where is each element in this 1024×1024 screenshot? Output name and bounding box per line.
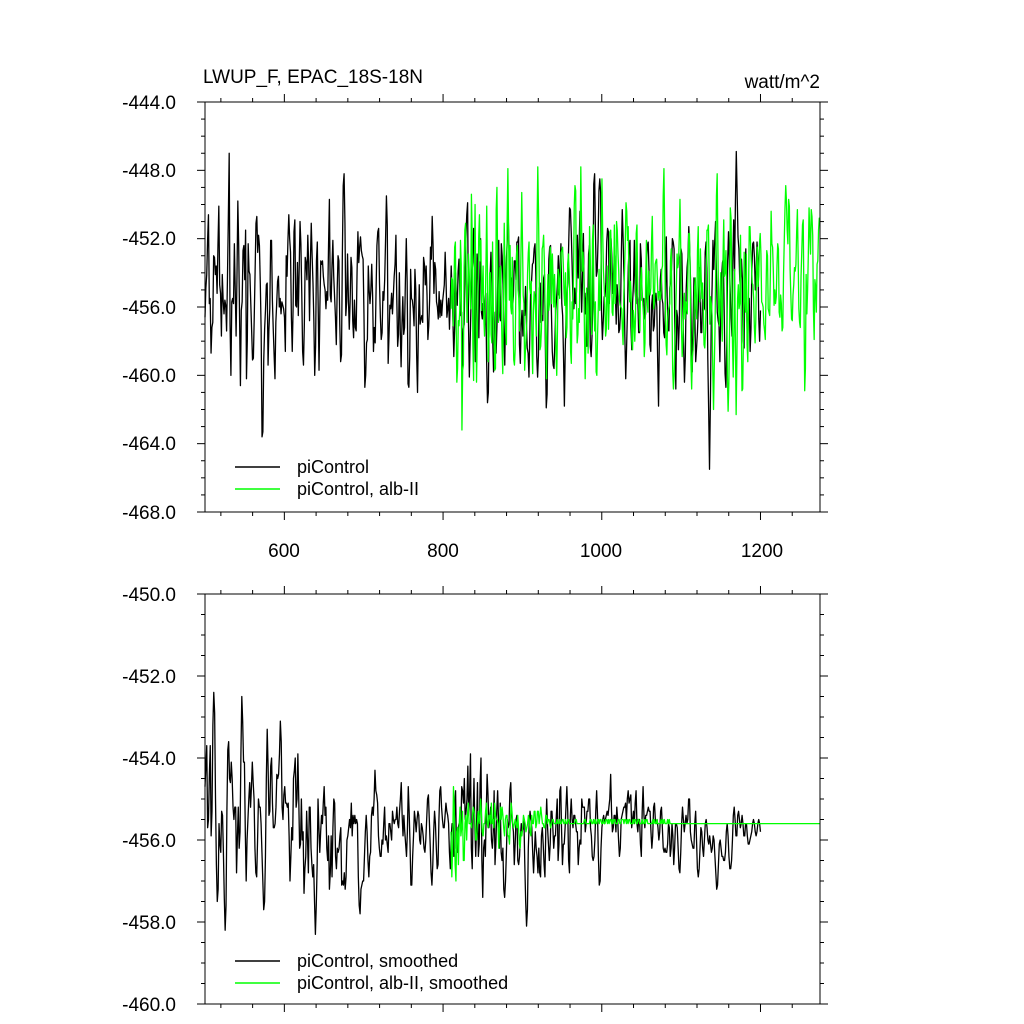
top-y-tick-labels: -444.0 -448.0 -452.0 -456.0 -460.0 -464.… (122, 93, 176, 524)
y-tick-label: -460.0 (122, 366, 176, 387)
top-chart-units: watt/m^2 (744, 72, 820, 93)
y-tick-label: -452.0 (122, 229, 176, 250)
bottom-axis-ticks (197, 586, 828, 1012)
bottom-legend: piControl, smoothed piControl, alb-II, s… (235, 951, 508, 993)
series-line-alb-ii (450, 786, 820, 882)
y-tick-label: -468.0 (122, 503, 176, 524)
legend-label-picontrol: piControl (297, 457, 369, 477)
top-panel: LWUP_F, EPAC_18S-18N watt/m^2 -444.0 -44… (122, 67, 828, 562)
series-line-alb-ii (450, 166, 821, 431)
y-tick-label: -464.0 (122, 434, 176, 455)
x-tick-label: 1000 (580, 541, 622, 562)
y-tick-label: -460.0 (122, 995, 176, 1016)
bottom-series-lines (204, 691, 820, 935)
y-tick-label: -452.0 (122, 667, 176, 688)
top-chart-title: LWUP_F, EPAC_18S-18N (203, 67, 423, 88)
y-tick-label: -456.0 (122, 831, 176, 852)
x-tick-label: 600 (268, 541, 300, 562)
top-legend: piControl piControl, alb-II (235, 457, 419, 499)
y-tick-label: -448.0 (122, 161, 176, 182)
top-axis-ticks (197, 94, 828, 520)
legend-label-alb-ii: piControl, alb-II (297, 479, 419, 499)
y-tick-label: -444.0 (122, 93, 176, 114)
y-tick-label: -454.0 (122, 749, 176, 770)
x-tick-label: 800 (427, 541, 459, 562)
legend-label-alb-ii-smoothed: piControl, alb-II, smoothed (297, 973, 508, 993)
bottom-panel: -450.0 -452.0 -454.0 -456.0 -458.0 -460.… (122, 585, 828, 1016)
x-tick-label: 1200 (741, 541, 783, 562)
top-x-tick-labels: 600 800 1000 1200 (268, 541, 783, 562)
bottom-y-tick-labels: -450.0 -452.0 -454.0 -456.0 -458.0 -460.… (122, 585, 176, 1016)
bottom-plot-frame (204, 593, 821, 1005)
series-line-picontrol (204, 691, 762, 935)
y-tick-label: -458.0 (122, 913, 176, 934)
top-series-lines (204, 150, 821, 470)
top-plot-frame (204, 101, 821, 513)
y-tick-label: -450.0 (122, 585, 176, 606)
y-tick-label: -456.0 (122, 298, 176, 319)
legend-label-picontrol-smoothed: piControl, smoothed (297, 951, 458, 971)
